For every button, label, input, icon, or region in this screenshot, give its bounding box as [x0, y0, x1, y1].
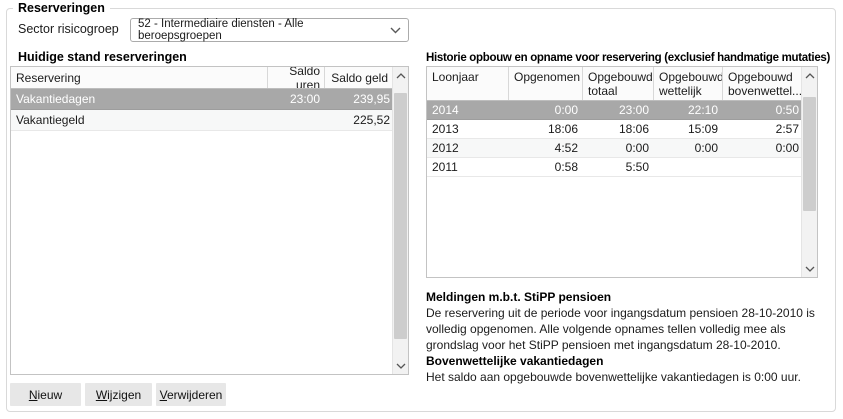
scrollbar-thumb[interactable]: [803, 97, 816, 211]
column-header-loonjaar[interactable]: Loonjaar: [427, 67, 509, 100]
stipp-text: De reservering uit de periode voor ingan…: [426, 306, 815, 352]
scroll-up-icon[interactable]: [393, 67, 408, 84]
cell-opgenomen: 0:58: [554, 160, 578, 174]
chevron-down-icon: [390, 27, 401, 34]
scrollbar-thumb[interactable]: [394, 93, 407, 339]
cell-opgebouwd-wettelijk: 15:09: [687, 122, 718, 136]
cell-opgebouwd-wettelijk: 0:00: [694, 141, 718, 155]
table-row-vakantiedagen[interactable]: Vakantiedagen 23:00 239,95: [11, 89, 392, 110]
sector-risicogroep-dropdown[interactable]: 52 - Intermediaire diensten - Alle beroe…: [130, 18, 409, 42]
cell-opgebouwd-totaal: 18:06: [618, 122, 649, 136]
vertical-scrollbar[interactable]: [801, 67, 817, 277]
bovenwettelijk-heading: Bovenwettelijke vakantiedagen: [426, 354, 604, 368]
column-header-opgebouwd-bovenwettelijk[interactable]: Opgebouwd bovenwettel...: [728, 70, 801, 98]
cell-opgenomen: 4:52: [554, 141, 578, 155]
cell-opgebouwd-bovenwettelijk: 2:57: [775, 122, 799, 136]
reserveringen-groupbox: Reserveringen Sector risicogroep 52 - In…: [6, 1, 836, 412]
groupbox-title: Reserveringen: [13, 1, 110, 15]
table-row-2011[interactable]: 2011 0:58 5:50: [427, 158, 801, 177]
cell-opgebouwd-bovenwettelijk: 0:00: [775, 141, 799, 155]
messages-section: Meldingen m.b.t. StiPP pensioen De reser…: [426, 289, 832, 385]
history-table: Loonjaar Opgenomen Opgebouwd totaal Opge…: [426, 66, 818, 278]
sector-risicogroep-value: 52 - Intermediaire diensten - Alle beroe…: [138, 18, 304, 42]
cell-opgenomen: 18:06: [547, 122, 578, 136]
cell-loonjaar: 2011: [432, 160, 458, 174]
column-header-opgenomen[interactable]: Opgenomen: [509, 67, 583, 100]
column-header-saldo-geld[interactable]: Saldo geld: [331, 70, 388, 85]
cell-saldo-uren: 23:00: [289, 92, 320, 106]
table-row-2014[interactable]: 2014 0:00 23:00 22:10 0:50: [427, 101, 801, 120]
cell-reservering: Vakantiedagen: [16, 92, 96, 106]
verwijderen-button[interactable]: Verwijderen: [156, 383, 226, 406]
scroll-down-icon[interactable]: [393, 357, 408, 374]
stipp-heading: Meldingen m.b.t. StiPP pensioen: [426, 290, 612, 304]
current-reservations-title: Huidige stand reserveringen: [18, 50, 187, 64]
history-title: Historie opbouw en opname voor reserveri…: [426, 52, 831, 64]
cell-saldo-geld: 225,52: [353, 113, 390, 127]
table-header-row: Reservering Saldo uren Saldo geld: [11, 67, 392, 89]
wijzigen-button[interactable]: Wijzigen: [85, 383, 152, 406]
scroll-down-icon[interactable]: [802, 260, 817, 277]
current-reservations-table: Reservering Saldo uren Saldo geld Vakant…: [10, 66, 409, 375]
nieuw-button[interactable]: Nieuw: [10, 383, 81, 406]
cell-reservering: Vakantiegeld: [16, 113, 85, 127]
vertical-scrollbar[interactable]: [392, 67, 408, 374]
sector-risicogroep-label: Sector risicogroep: [18, 22, 119, 36]
cell-saldo-geld: 239,95: [353, 92, 390, 106]
cell-opgebouwd-bovenwettelijk: 0:50: [775, 103, 799, 117]
cell-opgebouwd-totaal: 0:00: [625, 141, 649, 155]
table-row-2012[interactable]: 2012 4:52 0:00 0:00 0:00: [427, 139, 801, 158]
cell-opgebouwd-totaal: 23:00: [618, 103, 649, 117]
column-header-opgebouwd-totaal[interactable]: Opgebouwd totaal: [583, 67, 654, 100]
cell-opgenomen: 0:00: [554, 103, 578, 117]
cell-loonjaar: 2012: [432, 141, 459, 155]
table-header-row: Loonjaar Opgenomen Opgebouwd totaal Opge…: [427, 67, 801, 101]
scroll-up-icon[interactable]: [802, 67, 817, 84]
cell-opgebouwd-totaal: 5:50: [625, 160, 649, 174]
column-header-reservering[interactable]: Reservering: [11, 67, 268, 88]
table-row-vakantiegeld[interactable]: Vakantiegeld 225,52: [11, 110, 392, 131]
column-header-saldo-uren[interactable]: Saldo uren: [268, 67, 325, 88]
table-row-2013[interactable]: 2013 18:06 18:06 15:09 2:57: [427, 120, 801, 139]
cell-opgebouwd-wettelijk: 22:10: [687, 103, 718, 117]
column-header-opgebouwd-wettelijk[interactable]: Opgebouwd wettelijk: [654, 67, 723, 100]
cell-loonjaar: 2013: [432, 122, 459, 136]
cell-loonjaar: 2014: [432, 103, 459, 117]
bovenwettelijk-text: Het saldo aan opgebouwde bovenwettelijke…: [426, 370, 801, 384]
